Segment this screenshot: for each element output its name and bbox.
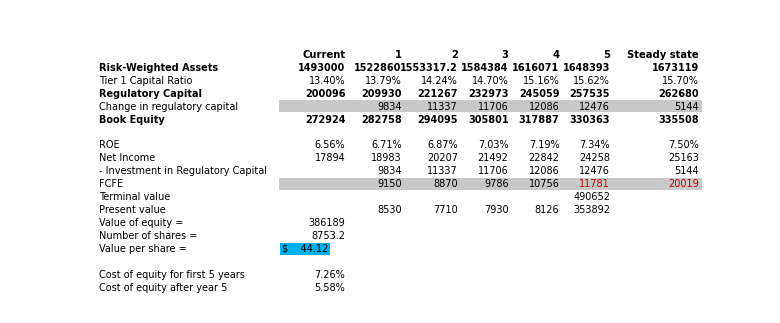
Text: Value per share =: Value per share = [99,244,187,254]
Text: 8530: 8530 [377,205,402,215]
Text: 12086: 12086 [529,166,559,176]
Text: Cost of equity after year 5: Cost of equity after year 5 [99,283,228,293]
Text: 353892: 353892 [573,205,610,215]
Text: Terminal value: Terminal value [99,192,171,202]
Text: 12086: 12086 [529,102,559,112]
Text: ROE: ROE [99,141,120,151]
Text: 9150: 9150 [377,179,402,189]
Text: 1522860: 1522860 [354,63,402,73]
Text: 490652: 490652 [573,192,610,202]
Text: $    44.12: $ 44.12 [282,244,328,254]
Text: 262680: 262680 [658,89,699,99]
Text: 12476: 12476 [580,166,610,176]
Text: Change in regulatory capital: Change in regulatory capital [99,102,239,112]
Bar [279,100,702,112]
Text: 282758: 282758 [361,115,402,125]
Text: 22842: 22842 [528,153,559,163]
Text: 8870: 8870 [433,179,458,189]
Text: Risk-Weighted Assets: Risk-Weighted Assets [99,63,218,73]
Text: 9834: 9834 [377,102,402,112]
Text: 1616071: 1616071 [512,63,559,73]
Text: 1493000: 1493000 [298,63,346,73]
Text: 7710: 7710 [433,205,458,215]
Text: 20207: 20207 [427,153,458,163]
Text: 15.70%: 15.70% [662,76,699,86]
Text: 221267: 221267 [417,89,458,99]
Text: 272924: 272924 [305,115,346,125]
Text: 335508: 335508 [658,115,699,125]
Text: 257535: 257535 [569,89,610,99]
Text: 7.34%: 7.34% [580,141,610,151]
Text: 25163: 25163 [668,153,699,163]
Text: 8753.2: 8753.2 [311,231,346,241]
Text: 11706: 11706 [478,102,509,112]
Text: 4: 4 [552,50,559,60]
Text: 9786: 9786 [484,179,509,189]
Text: 305801: 305801 [468,115,509,125]
Text: 1584384: 1584384 [461,63,509,73]
Text: 386189: 386189 [309,218,346,228]
Text: 9834: 9834 [377,166,402,176]
Text: 2: 2 [451,50,458,60]
Text: 1648393: 1648393 [562,63,610,73]
Text: Regulatory Capital: Regulatory Capital [99,89,202,99]
Text: 7.19%: 7.19% [529,141,559,151]
Text: Book Equity: Book Equity [99,115,165,125]
Text: 317887: 317887 [519,115,559,125]
Text: 7930: 7930 [484,205,509,215]
Text: 245059: 245059 [519,89,559,99]
Text: 15.16%: 15.16% [523,76,559,86]
Text: 3: 3 [502,50,509,60]
Text: Tier 1 Capital Ratio: Tier 1 Capital Ratio [99,76,193,86]
Text: 294095: 294095 [417,115,458,125]
Text: 11337: 11337 [427,102,458,112]
Text: 200096: 200096 [305,89,346,99]
Text: 11337: 11337 [427,166,458,176]
Text: 6.56%: 6.56% [314,141,346,151]
Text: 5.58%: 5.58% [314,283,346,293]
Text: Current: Current [302,50,346,60]
Text: 11706: 11706 [478,166,509,176]
Text: 10756: 10756 [529,179,559,189]
Text: 5144: 5144 [675,102,699,112]
Text: 209930: 209930 [361,89,402,99]
Text: Net Income: Net Income [99,153,155,163]
Text: 18983: 18983 [371,153,402,163]
Text: 13.40%: 13.40% [309,76,346,86]
Text: 24258: 24258 [579,153,610,163]
Text: 232973: 232973 [468,89,509,99]
Text: 330363: 330363 [569,115,610,125]
Text: 11781: 11781 [580,179,610,189]
Text: Steady state: Steady state [627,50,699,60]
Text: 12476: 12476 [580,102,610,112]
Text: 13.79%: 13.79% [365,76,402,86]
Text: 5144: 5144 [675,166,699,176]
Text: - Investment in Regulatory Capital: - Investment in Regulatory Capital [99,166,268,176]
Text: 1: 1 [395,50,402,60]
Bar [279,178,702,190]
Text: FCFE: FCFE [99,179,123,189]
Text: Cost of equity for first 5 years: Cost of equity for first 5 years [99,270,245,280]
Text: 5: 5 [603,50,610,60]
Text: 1553317.2: 1553317.2 [400,63,458,73]
Text: 7.50%: 7.50% [668,141,699,151]
Text: Present value: Present value [99,205,166,215]
Text: 6.71%: 6.71% [371,141,402,151]
Text: 6.87%: 6.87% [427,141,458,151]
Text: 7.26%: 7.26% [314,270,346,280]
Text: 20019: 20019 [668,179,699,189]
Text: 15.62%: 15.62% [573,76,610,86]
Text: 8126: 8126 [535,205,559,215]
Text: Value of equity =: Value of equity = [99,218,183,228]
Text: 14.24%: 14.24% [421,76,458,86]
Text: 17894: 17894 [314,153,346,163]
Text: 1673119: 1673119 [652,63,699,73]
Text: Number of shares =: Number of shares = [99,231,197,241]
Text: 7.03%: 7.03% [478,141,509,151]
Bar [280,243,330,255]
Text: 21492: 21492 [477,153,509,163]
Text: 14.70%: 14.70% [472,76,509,86]
